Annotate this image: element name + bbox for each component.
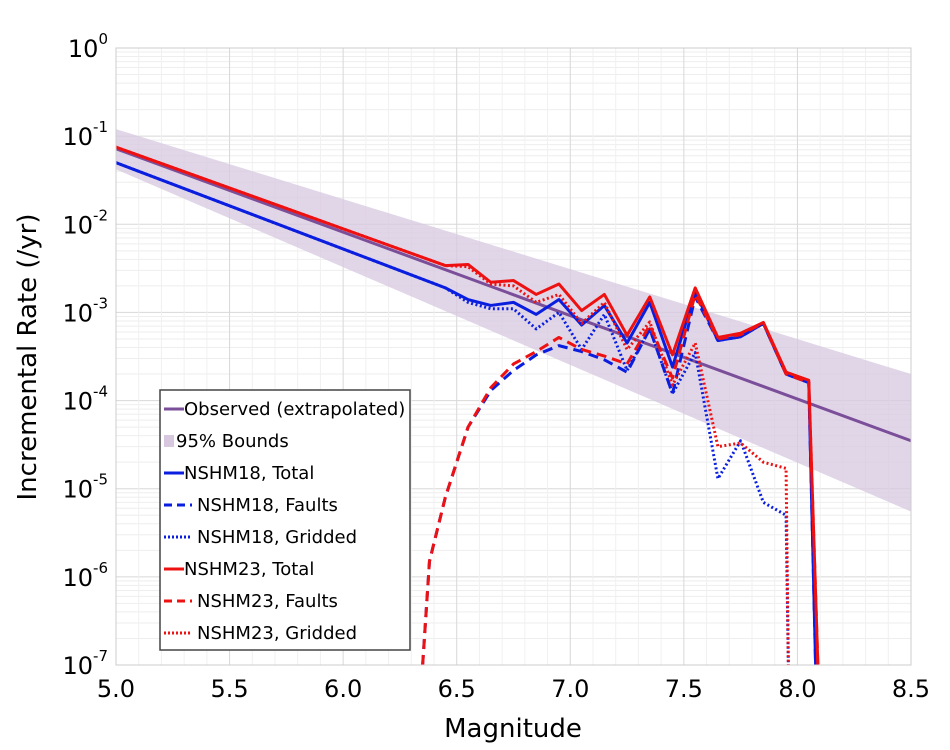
y-axis-ticks: 100 10-1 10-2 10-3 10-4 10-5 10-6 10-7 [62,30,108,680]
x-tick-label: 6.0 [324,675,362,703]
series-line [421,292,820,665]
y-tick-label: 10-2 [62,206,108,239]
legend-label: NSHM23, Total [184,559,314,580]
legend-label: Observed (extrapolated) [184,399,405,420]
x-tick-label: 5.0 [97,675,135,703]
series-line [116,147,911,443]
plot-frame [115,47,912,666]
legend-label: NSHM18, Gridded [197,527,357,548]
legend-label: 95% Bounds [176,431,289,452]
bounds-band-layer [116,129,911,512]
legend-label: NSHM23, Gridded [197,623,357,644]
legend-swatch-bounds [164,435,174,447]
bounds-band [116,129,911,512]
x-tick-label: 6.5 [438,675,476,703]
y-axis-title: Incremental Rate (/yr) [13,214,43,501]
y-tick-label: 10-3 [62,294,108,327]
y-tick-label: 10-5 [62,471,108,504]
y-tick-label: 10-6 [62,559,108,592]
legend-box [159,389,411,651]
legend-label: NSHM18, Total [184,463,314,484]
y-tick-label: 10-7 [62,647,108,680]
y-tick-label: 100 [68,30,108,63]
legend-label: NSHM18, Faults [197,495,338,516]
x-axis-ticks: 5.0 5.5 6.0 6.5 7.0 7.5 8.0 8.5 [97,675,930,703]
x-tick-label: 8.5 [892,675,930,703]
series-line [116,161,790,665]
x-tick-label: 5.5 [210,675,248,703]
y-tick-label: 10-1 [62,118,108,151]
series-line [116,145,790,665]
x-axis-title: Magnitude [444,714,582,744]
x-tick-label: 7.0 [551,675,589,703]
series-layer [116,145,911,665]
legend-label: NSHM23, Faults [197,591,338,612]
y-tick-label: 10-4 [62,383,108,416]
legend: Observed (extrapolated) 95% Bounds NSHM18,… [159,389,411,651]
x-tick-label: 7.5 [665,675,703,703]
x-tick-label: 8.0 [778,675,816,703]
